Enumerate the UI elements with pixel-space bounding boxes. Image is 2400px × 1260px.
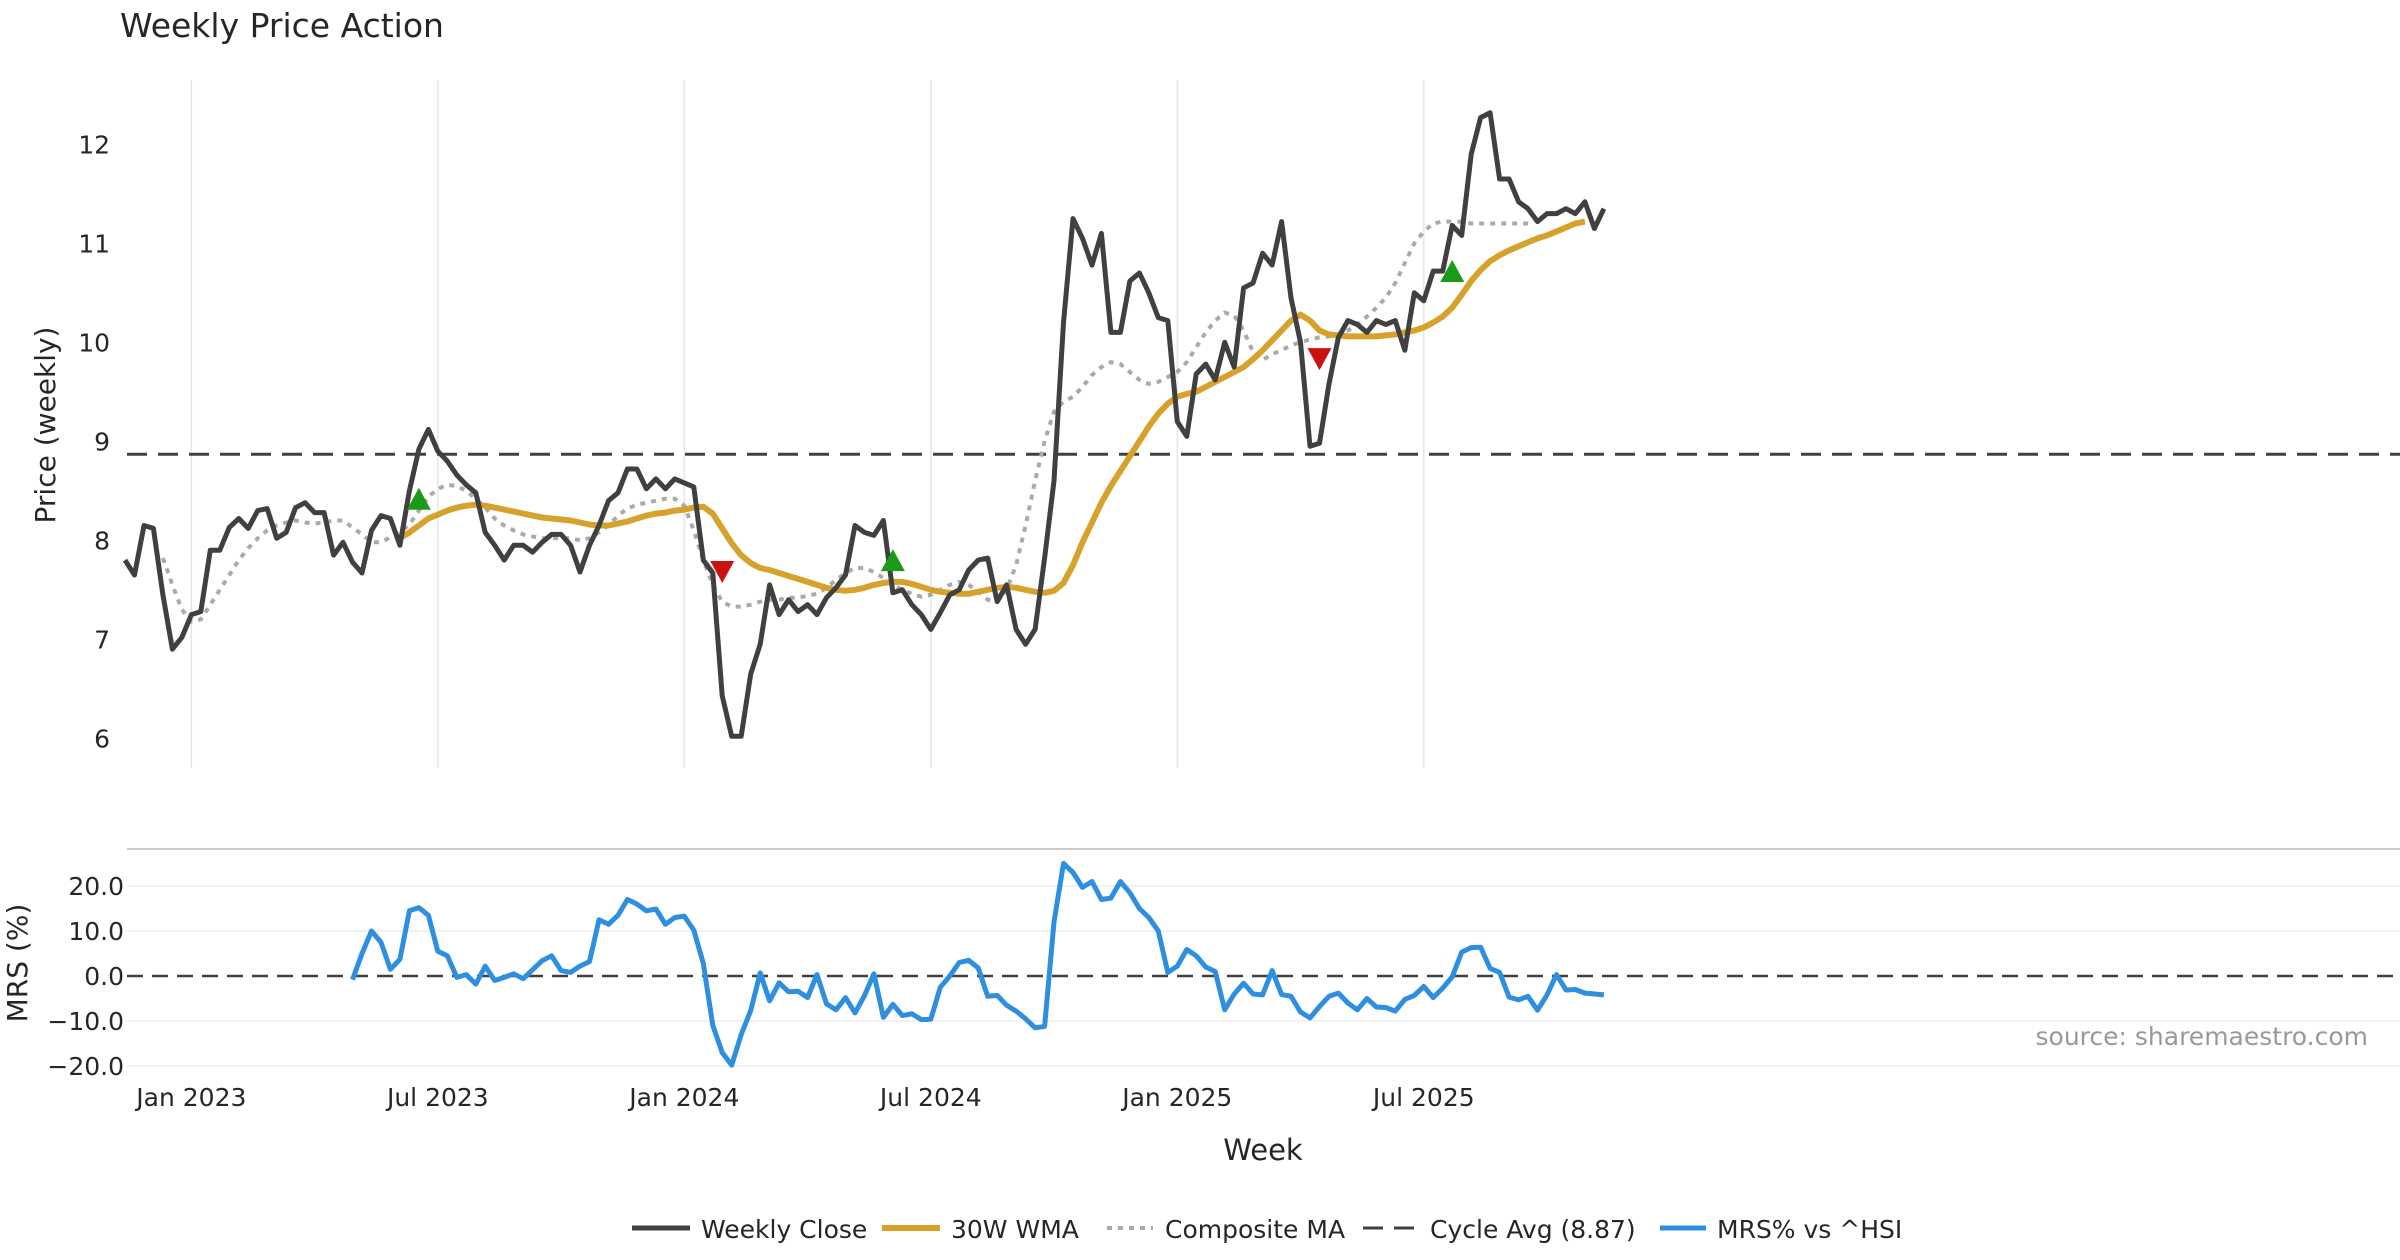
price-y-tick-label: 6: [94, 724, 110, 753]
price-panel: 6 7 8 9 10 11 12 Price (weekly): [29, 80, 2400, 768]
x-tick-label: Jul 2023: [385, 1083, 489, 1112]
sell-signal-marker: [710, 560, 735, 583]
x-axis-label: Week: [1223, 1133, 1303, 1167]
mrs-y-tick-label: 0.0: [84, 962, 124, 991]
mrs-y-tick-label: 10.0: [68, 917, 124, 946]
legend-label: Weekly Close: [701, 1215, 867, 1244]
legend-mrs: MRS% vs ^HSI: [1660, 1215, 1902, 1244]
chart-title: Weekly Price Action: [120, 6, 444, 45]
price-y-tick-label: 9: [94, 427, 110, 456]
legend-label: MRS% vs ^HSI: [1717, 1215, 1902, 1244]
price-y-tick-label: 12: [78, 130, 110, 159]
mrs-y-tick-label: −10.0: [47, 1007, 124, 1036]
x-tick-label: Jul 2024: [878, 1083, 982, 1112]
legend: Weekly Close 30W WMA Composite MA Cycle …: [632, 1215, 1902, 1244]
legend-label: Composite MA: [1165, 1215, 1345, 1244]
signal-markers: [406, 260, 1465, 583]
mrs-panel: 20.0 10.0 0.0 −10.0 −20.0 MRS (%) source: sh…: [1, 861, 2400, 1081]
legend-composite-ma: Composite MA: [1107, 1215, 1345, 1244]
price-y-tick-label: 10: [78, 328, 110, 357]
price-y-tick-label: 11: [78, 229, 110, 258]
legend-label: Cycle Avg (8.87): [1430, 1215, 1636, 1244]
price-y-ticks: 6 7 8 9 10 11 12: [78, 130, 110, 753]
x-tick-label: Jan 2024: [627, 1083, 739, 1112]
legend-cycle-avg: Cycle Avg (8.87): [1363, 1215, 1636, 1244]
x-tick-label: Jan 2025: [1120, 1083, 1232, 1112]
mrs-y-tick-label: 20.0: [68, 872, 124, 901]
mrs-line: [350, 861, 1605, 1068]
buy-signal-marker: [880, 549, 905, 572]
x-tick-label: Jan 2023: [134, 1083, 246, 1112]
legend-label: 30W WMA: [951, 1215, 1079, 1244]
price-y-axis-label: Price (weekly): [29, 327, 62, 524]
legend-weekly-close: Weekly Close: [632, 1215, 867, 1244]
x-tick-label: Jul 2025: [1371, 1083, 1475, 1112]
weekly-close-line: [122, 110, 1607, 739]
legend-wma: 30W WMA: [882, 1215, 1079, 1244]
mrs-y-tick-label: −20.0: [47, 1052, 124, 1081]
source-label: source: sharemaestro.com: [2036, 1022, 2369, 1051]
mrs-y-axis-label: MRS (%): [1, 904, 34, 1023]
sell-signal-marker: [1307, 348, 1332, 371]
buy-signal-marker: [406, 487, 431, 510]
x-axis-ticks: Jan 2023 Jul 2023 Jan 2024 Jul 2024 Jan 2025…: [134, 1083, 1474, 1112]
buy-signal-marker: [1440, 260, 1465, 283]
mrs-y-ticks: 20.0 10.0 0.0 −10.0 −20.0: [47, 872, 2400, 1081]
price-y-tick-label: 8: [94, 526, 110, 555]
price-x-gridlines: [190, 80, 1425, 768]
price-y-tick-label: 7: [94, 625, 110, 654]
